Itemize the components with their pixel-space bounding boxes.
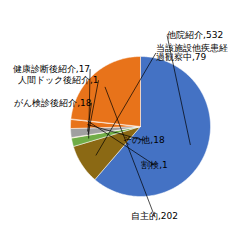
- svg-text:健康診断後紹介,17: 健康診断後紹介,17: [13, 64, 90, 74]
- svg-text:当該施設他疾患経過観察中,79: 当該施設他疾患経過観察中,79: [156, 43, 228, 62]
- svg-text:その他,18: その他,18: [123, 135, 165, 145]
- svg-text:がん検診後紹介,18: がん検診後紹介,18: [14, 98, 92, 108]
- svg-text:割検,1: 割検,1: [141, 160, 168, 170]
- svg-text:自主的,202: 自主的,202: [131, 211, 178, 221]
- svg-text:人間ドック後紹介,1: 人間ドック後紹介,1: [18, 75, 99, 85]
- svg-text:他院紹介,532: 他院紹介,532: [167, 30, 223, 40]
